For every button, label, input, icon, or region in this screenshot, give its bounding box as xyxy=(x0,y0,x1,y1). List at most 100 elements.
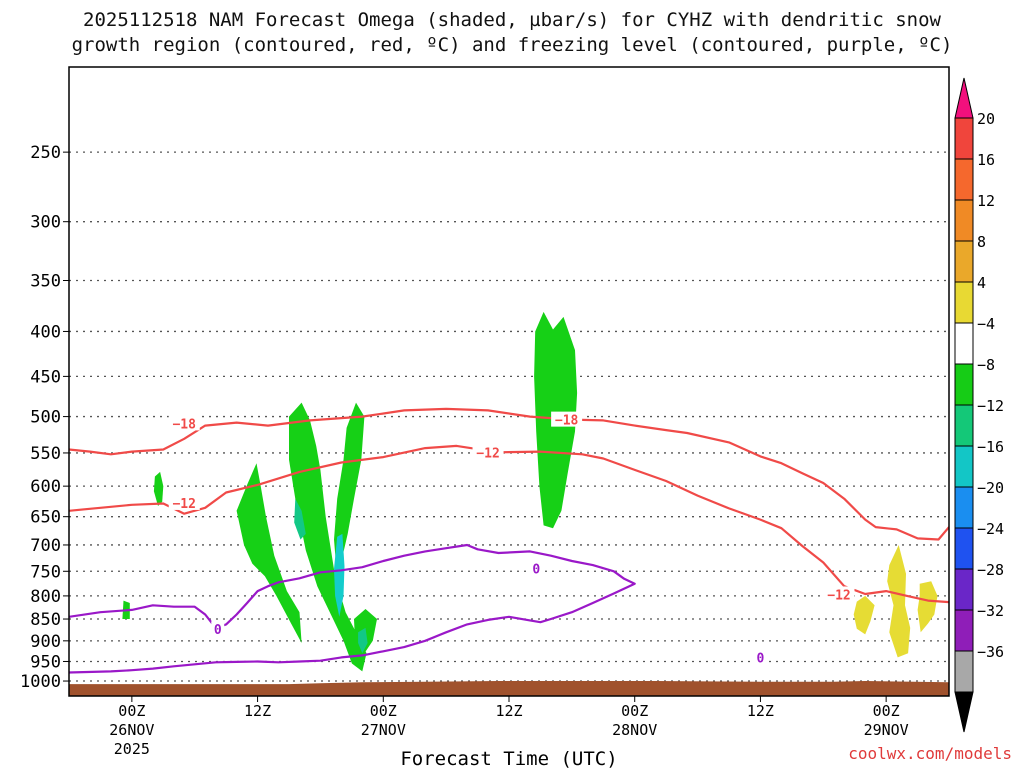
y-tick-label: 350 xyxy=(30,272,61,292)
colorbar-segment xyxy=(954,650,974,693)
contour-label-bg xyxy=(753,649,767,665)
colorbar-label: −12 xyxy=(977,397,1004,415)
contour-label: −12 xyxy=(172,497,195,512)
chart-title-line2: growth region (contoured, red, ºC) and f… xyxy=(71,34,953,56)
x-axis-label: Forecast Time (UTC) xyxy=(400,748,617,768)
colorbar-label: −24 xyxy=(977,520,1004,538)
omega-region xyxy=(294,498,306,540)
colorbar-segment xyxy=(954,486,974,529)
contour-label-bg xyxy=(168,415,200,431)
x-tick-label: 00Z xyxy=(118,702,145,720)
omega-region xyxy=(887,545,911,658)
colorbar-label: 12 xyxy=(977,192,995,210)
colorbar-segment xyxy=(954,199,974,242)
x-tick-date: 28NOV xyxy=(612,721,657,739)
x-tick-label: 12Z xyxy=(495,702,522,720)
omega-region xyxy=(153,471,164,506)
y-tick-label: 900 xyxy=(30,632,61,652)
y-tick-label: 650 xyxy=(30,508,61,528)
omega-shading xyxy=(122,311,938,672)
credit-text: coolwx.com/models xyxy=(848,744,1012,763)
colorbar-segment xyxy=(954,445,974,488)
contour-labels: −18 −18 −12 −12 −12 0 0 0 xyxy=(168,411,855,666)
colorbar-segment xyxy=(954,281,974,324)
colorbar-segment xyxy=(954,117,974,160)
plot-frame xyxy=(68,66,950,697)
contour-label-bg xyxy=(168,494,200,510)
contour-line xyxy=(69,407,949,541)
colorbar-segment xyxy=(954,609,974,652)
omega-region xyxy=(853,595,875,635)
y-tick-label: 450 xyxy=(30,367,61,387)
x-tick-date: 26NOV xyxy=(109,721,154,739)
colorbar-segment xyxy=(954,158,974,201)
chart-title-line1: 2025112518 NAM Forecast Omega (shaded, µ… xyxy=(83,9,941,31)
y-tick-label: 500 xyxy=(30,408,61,428)
colorbar-segment xyxy=(954,363,974,406)
x-tick-date: 27NOV xyxy=(361,721,406,739)
colorbar-label: −36 xyxy=(977,643,1004,661)
y-axis: 2503003504004505005506006507007508008509… xyxy=(20,143,69,692)
colorbar-label: −28 xyxy=(977,561,1004,579)
colorbar-label: 16 xyxy=(977,151,995,169)
omega-region xyxy=(358,627,368,654)
x-tick-label: 12Z xyxy=(747,702,774,720)
colorbar-label: −20 xyxy=(977,479,1004,497)
y-tick-label: 600 xyxy=(30,477,61,497)
contour-line xyxy=(69,543,636,674)
y-tick-label: 750 xyxy=(30,562,61,582)
x-tick-date: 29NOV xyxy=(864,721,909,739)
colorbar-top-arrow xyxy=(954,77,974,119)
colorbar-segment xyxy=(954,568,974,611)
y-tick-label: 950 xyxy=(30,652,61,672)
contour-label-bg xyxy=(823,586,855,602)
x-tick-label: 00Z xyxy=(621,702,648,720)
colorbar-label: 20 xyxy=(977,110,995,128)
colorbar-bottom-arrow xyxy=(954,691,974,733)
grid-lines xyxy=(69,151,949,682)
colorbar-label: 8 xyxy=(977,233,986,251)
colorbar-label: −16 xyxy=(977,438,1004,456)
contour-label: 0 xyxy=(757,651,765,666)
contour-line xyxy=(69,444,949,604)
y-tick-label: 550 xyxy=(30,444,61,464)
y-tick-label: 400 xyxy=(30,322,61,342)
terrain-layer xyxy=(69,681,949,696)
contour-label: −18 xyxy=(172,417,196,432)
contour-label: −12 xyxy=(476,446,499,461)
y-tick-label: 1000 xyxy=(20,672,61,692)
colorbar-segment xyxy=(954,240,974,283)
omega-region xyxy=(917,581,938,633)
contour-label: −18 xyxy=(555,414,579,429)
x-tick-year: 2025 xyxy=(114,740,150,758)
y-tick-label: 300 xyxy=(30,213,61,233)
colorbar-label: −4 xyxy=(977,315,995,333)
colorbar-label: −8 xyxy=(977,356,995,374)
contour-label-bg xyxy=(529,560,543,576)
colorbar-label: −32 xyxy=(977,602,1004,620)
contour-label: 0 xyxy=(532,563,540,578)
colorbar-label: 4 xyxy=(977,274,986,292)
terrain xyxy=(69,681,949,696)
y-tick-label: 800 xyxy=(30,587,61,607)
contour-label: −12 xyxy=(827,588,850,603)
contour-lines xyxy=(69,407,949,674)
omega-region xyxy=(334,533,345,617)
y-tick-label: 250 xyxy=(30,143,61,163)
contour-label-bg xyxy=(472,444,504,460)
contour-label-bg xyxy=(211,621,225,637)
omega-region xyxy=(236,463,302,643)
y-tick-label: 700 xyxy=(30,536,61,556)
colorbar-segment xyxy=(954,527,974,570)
y-tick-label: 850 xyxy=(30,610,61,630)
x-tick-label: 12Z xyxy=(244,702,271,720)
contour-label: 0 xyxy=(214,623,222,638)
colorbar: 20 16 12 8 4 −4 −8 −12 −16 −20 −24 −28 −32 −36 xyxy=(954,77,1004,733)
colorbar-segment xyxy=(954,322,974,365)
x-tick-label: 00Z xyxy=(370,702,397,720)
contour-label-bg xyxy=(551,411,583,427)
colorbar-segment xyxy=(954,404,974,447)
x-tick-label: 00Z xyxy=(873,702,900,720)
